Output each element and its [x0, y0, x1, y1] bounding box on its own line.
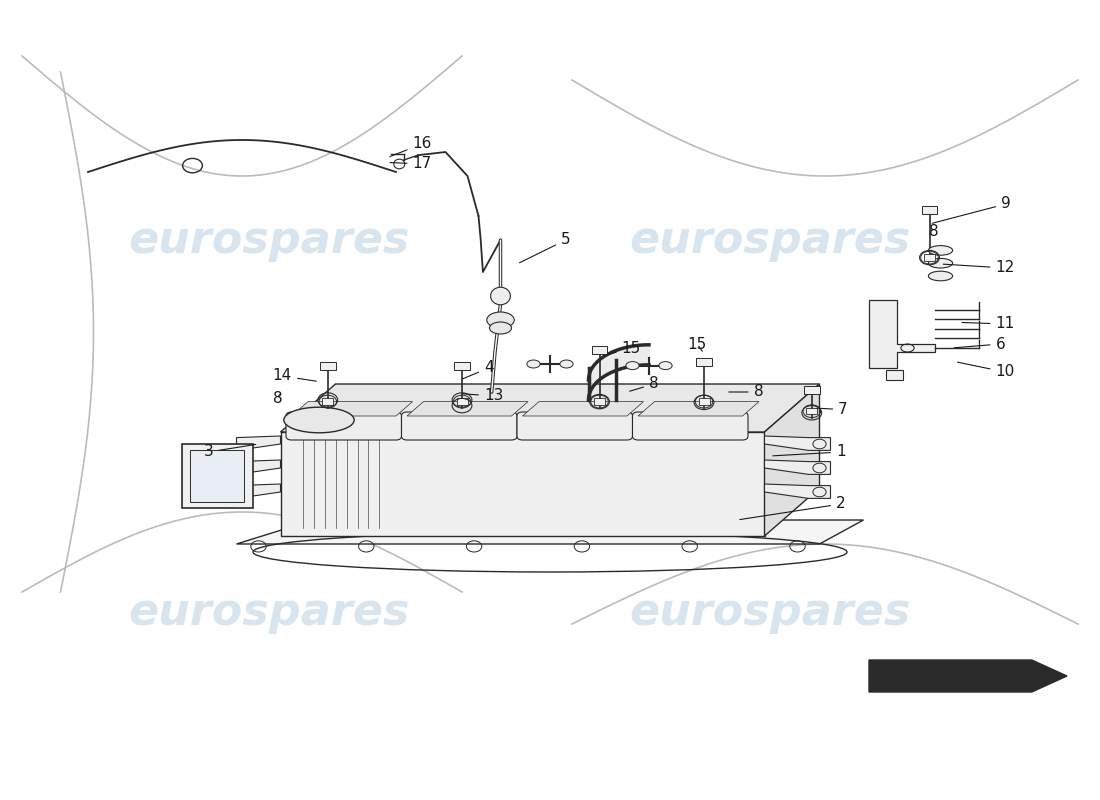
Bar — [190, 450, 244, 502]
Text: 15: 15 — [688, 337, 706, 351]
FancyBboxPatch shape — [402, 412, 517, 440]
Text: 8: 8 — [629, 377, 659, 391]
Polygon shape — [280, 384, 820, 432]
Text: 8: 8 — [930, 225, 939, 239]
Text: 8: 8 — [273, 391, 283, 406]
Bar — [886, 370, 903, 380]
Polygon shape — [236, 460, 280, 474]
Ellipse shape — [490, 322, 512, 334]
Bar — [182, 444, 253, 508]
Text: eurospares: eurospares — [629, 218, 911, 262]
Text: 11: 11 — [962, 317, 1014, 331]
Bar — [922, 206, 937, 214]
Ellipse shape — [491, 287, 510, 305]
Text: eurospares: eurospares — [129, 590, 410, 634]
Polygon shape — [638, 402, 759, 416]
Polygon shape — [522, 402, 644, 416]
Bar — [320, 362, 336, 370]
Polygon shape — [764, 436, 830, 450]
Text: 1: 1 — [773, 445, 846, 459]
Text: 9: 9 — [932, 197, 1011, 223]
Polygon shape — [292, 402, 412, 416]
Text: 5: 5 — [519, 233, 571, 262]
Text: 17: 17 — [390, 157, 431, 171]
Text: 6: 6 — [955, 337, 1005, 351]
Ellipse shape — [928, 271, 953, 281]
Ellipse shape — [560, 360, 573, 368]
Text: 7: 7 — [817, 402, 848, 417]
Ellipse shape — [928, 258, 953, 268]
Polygon shape — [764, 484, 830, 498]
Polygon shape — [869, 300, 935, 368]
Bar — [322, 398, 333, 405]
Ellipse shape — [659, 362, 672, 370]
Text: 2: 2 — [739, 497, 846, 519]
Ellipse shape — [486, 312, 515, 328]
Bar — [592, 346, 607, 354]
Ellipse shape — [626, 362, 639, 370]
Text: 13: 13 — [463, 389, 504, 403]
Text: eurospares: eurospares — [129, 218, 410, 262]
Bar — [804, 386, 820, 394]
Polygon shape — [236, 436, 280, 450]
Text: 8: 8 — [729, 385, 763, 399]
Text: 4: 4 — [462, 361, 494, 379]
Text: 15: 15 — [605, 341, 640, 355]
Text: 3: 3 — [204, 445, 256, 459]
Ellipse shape — [928, 246, 953, 255]
Bar — [924, 254, 935, 261]
Polygon shape — [869, 660, 1067, 692]
Text: 14: 14 — [273, 369, 317, 383]
FancyBboxPatch shape — [286, 412, 402, 440]
Text: eurospares: eurospares — [629, 590, 911, 634]
Bar — [806, 408, 817, 414]
Bar — [456, 398, 468, 405]
FancyBboxPatch shape — [517, 412, 632, 440]
Ellipse shape — [527, 360, 540, 368]
Bar — [594, 398, 605, 405]
Polygon shape — [236, 484, 280, 498]
FancyBboxPatch shape — [632, 412, 748, 440]
Bar — [696, 358, 712, 366]
Polygon shape — [764, 384, 820, 536]
Text: 12: 12 — [944, 261, 1014, 275]
Ellipse shape — [284, 407, 354, 433]
Polygon shape — [236, 520, 864, 544]
Bar — [698, 398, 710, 405]
Bar — [454, 362, 470, 370]
Text: 16: 16 — [389, 137, 432, 157]
Polygon shape — [764, 460, 830, 474]
Text: 10: 10 — [957, 362, 1014, 379]
Polygon shape — [280, 432, 764, 536]
Polygon shape — [407, 402, 528, 416]
